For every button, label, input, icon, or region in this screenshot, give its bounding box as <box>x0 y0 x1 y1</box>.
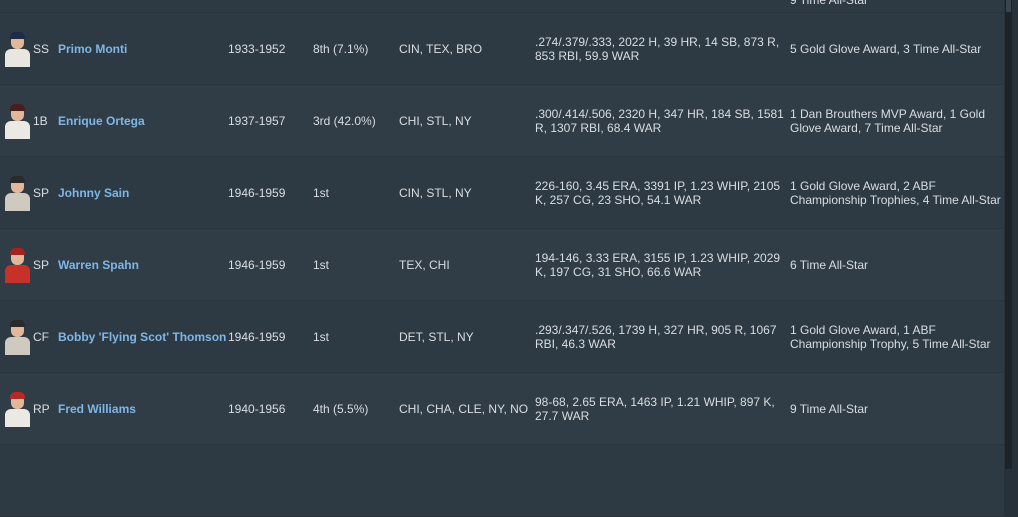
position: 1B <box>33 113 48 128</box>
awards: 1 Gold Glove Award, 2 ABF Championship T… <box>790 178 1001 207</box>
teams: DET, STL, NY <box>399 329 474 344</box>
player-row[interactable]: 9 Time All-Star <box>0 0 1004 13</box>
teams: CIN, STL, NY <box>399 185 472 200</box>
position: SP <box>33 257 50 272</box>
teams: CHI, CHA, CLE, NY, NO <box>399 401 529 416</box>
position: SP <box>33 185 50 200</box>
player-name-link[interactable]: Enrique Ortega <box>58 113 145 128</box>
career-stats: .293/.347/.526, 1739 H, 327 HR, 905 R, 1… <box>535 322 777 351</box>
player-row[interactable]: SP Warren Spahn 1946-1959 1st TEX, CHI 1… <box>0 229 1004 301</box>
player-name-link[interactable]: Bobby 'Flying Scot' Thomson <box>58 329 227 344</box>
ballot-result: 1st <box>313 185 330 200</box>
ballot-result: 1st <box>313 257 330 272</box>
player-row[interactable]: RP Fred Williams 1940-1956 4th (5.5%) CH… <box>0 373 1004 445</box>
awards: 6 Time All-Star <box>790 257 869 272</box>
position: RP <box>33 401 50 416</box>
ballot-result: 1st <box>313 329 330 344</box>
player-name-link[interactable]: Fred Williams <box>58 401 136 416</box>
ballot-result: 8th (7.1%) <box>313 41 369 56</box>
player-name-link[interactable]: Primo Monti <box>58 41 128 56</box>
career-years: 1933-1952 <box>228 41 286 56</box>
career-stats: .300/.414/.506, 2320 H, 347 HR, 184 SB, … <box>535 106 784 135</box>
teams: TEX, CHI <box>399 257 450 272</box>
player-row[interactable] <box>0 445 1004 517</box>
awards: 1 Gold Glove Award, 1 ABF Championship T… <box>790 322 991 351</box>
ballot-result: 4th (5.5%) <box>313 401 369 416</box>
career-stats: 226-160, 3.45 ERA, 3391 IP, 1.23 WHIP, 2… <box>535 178 781 207</box>
career-years: 1946-1959 <box>228 185 286 200</box>
career-years: 1940-1956 <box>228 401 286 416</box>
awards: 1 Dan Brouthers MVP Award, 1 Gold Glove … <box>790 106 985 135</box>
scrollbar-thumb[interactable] <box>1006 0 1011 12</box>
player-row[interactable]: SS Primo Monti 1933-1952 8th (7.1%) CIN,… <box>0 13 1004 85</box>
career-years: 1937-1957 <box>228 113 286 128</box>
player-avatar <box>4 103 30 139</box>
career-years: 1946-1959 <box>228 329 286 344</box>
career-stats: .274/.379/.333, 2022 H, 39 HR, 14 SB, 87… <box>535 34 780 63</box>
player-avatar <box>4 175 30 211</box>
player-row[interactable]: CF Bobby 'Flying Scot' Thomson 1946-1959… <box>0 301 1004 373</box>
player-name-link[interactable]: Warren Spahn <box>58 257 139 272</box>
player-row[interactable]: 1B Enrique Ortega 1937-1957 3rd (42.0%) … <box>0 85 1004 157</box>
player-avatar <box>4 319 30 355</box>
career-years: 1946-1959 <box>228 257 286 272</box>
scrollbar[interactable] <box>1005 0 1012 469</box>
awards: 5 Gold Glove Award, 3 Time All-Star <box>790 41 982 56</box>
position: CF <box>33 329 49 344</box>
ballot-result: 3rd (42.0%) <box>313 113 376 128</box>
awards: 9 Time All-Star <box>790 401 869 416</box>
player-avatar <box>4 247 30 283</box>
player-name-link[interactable]: Johnny Sain <box>58 185 130 200</box>
player-avatar <box>4 31 30 67</box>
player-avatar <box>4 391 30 427</box>
player-row[interactable]: SP Johnny Sain 1946-1959 1st CIN, STL, N… <box>0 157 1004 229</box>
position: SS <box>33 41 50 56</box>
career-stats: 98-68, 2.65 ERA, 1463 IP, 1.21 WHIP, 897… <box>535 394 775 423</box>
awards: 9 Time All-Star <box>790 0 1005 7</box>
teams: CIN, TEX, BRO <box>399 41 483 56</box>
teams: CHI, STL, NY <box>399 113 472 128</box>
career-stats: 194-146, 3.33 ERA, 3155 IP, 1.23 WHIP, 2… <box>535 250 781 279</box>
